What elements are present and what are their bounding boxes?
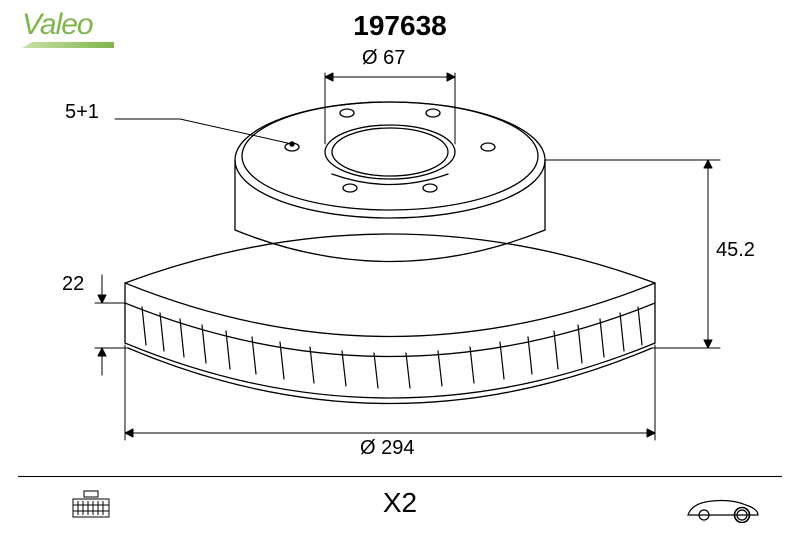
drawing-canvas: Ø 67 5+1 22 45.2 Ø 294: [60, 45, 740, 460]
page: Valeo 197638: [0, 0, 800, 533]
car-rear-icon: [684, 493, 762, 523]
dim-thickness-label: 22: [62, 273, 84, 296]
dim-bolt-pattern-label: 5+1: [65, 101, 99, 124]
footer-divider: [18, 476, 782, 477]
quantity-label: X2: [0, 487, 800, 519]
dim-outer-dia-label: Ø 294: [360, 437, 414, 460]
dim-center-bore-label: Ø 67: [362, 47, 405, 70]
dim-height-label: 45.2: [716, 239, 755, 262]
brake-disc-diagram: [60, 45, 740, 460]
part-number-title: 197638: [0, 10, 800, 42]
disc-side-icon: [70, 489, 112, 523]
